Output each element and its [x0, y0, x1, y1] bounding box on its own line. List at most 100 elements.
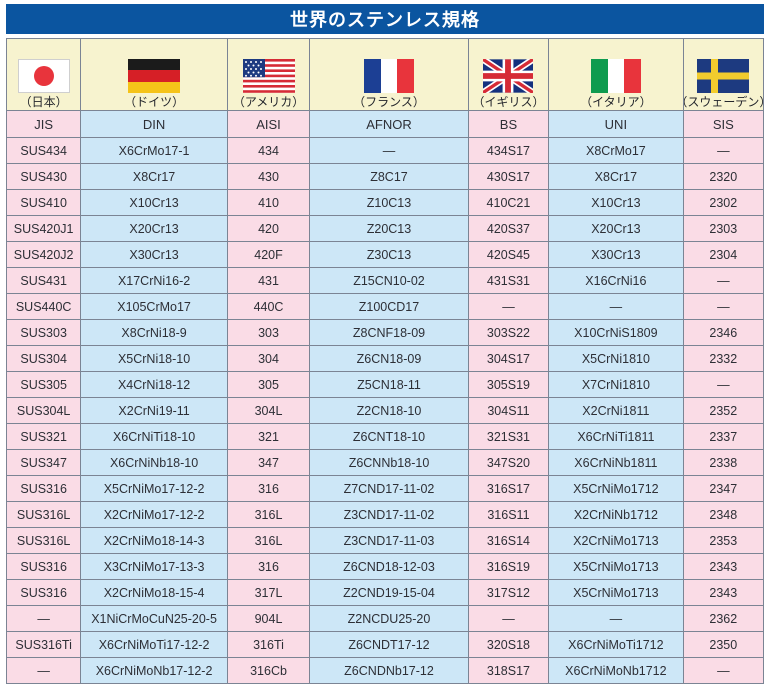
cell-bs: 316S17 [467, 475, 550, 502]
country-label: （フランス） [353, 95, 425, 109]
cell-afnor: Z15CN10-02 [309, 267, 469, 294]
table-row: SUS316L X2CrNiMo18-14-3 316L Z3CND17-11-03 3… [5, 527, 765, 554]
cell-din: X4CrNi18-12 [80, 371, 228, 398]
country-header-cell-1: （日本） [5, 38, 82, 111]
column-header-din: DIN [80, 110, 228, 138]
cell-uni: X5CrNiMo1712 [548, 475, 684, 502]
country-label: （スウェーデン） [684, 95, 762, 109]
column-header-jis: JIS [5, 110, 82, 138]
flag-italy-icon [590, 59, 641, 93]
cell-aisi: 347 [226, 449, 311, 476]
cell-afnor: Z6CND18-12-03 [309, 553, 469, 580]
cell-uni: X6CrNiMoTi1712 [548, 631, 684, 658]
cell-din: X6CrNiMoNb17-12-2 [80, 657, 228, 684]
table-row: SUS410 X10Cr13 410 Z10C13 410C21 X10Cr13 2302 [5, 189, 765, 216]
table-row: SUS420J2 X30Cr13 420F Z30C13 420S45 X30Cr13 23… [5, 241, 765, 268]
cell-jis: SUS420J1 [5, 215, 82, 242]
cell-bs: 304S17 [467, 345, 550, 372]
column-header-sis: SIS [682, 110, 765, 138]
cell-aisi: 303 [226, 319, 311, 346]
table-row: SUS303 X8CrNi18-9 303 Z8CNF18-09 303S22 X10Cr… [5, 319, 765, 346]
cell-sis: 2348 [682, 501, 765, 528]
cell-sis: 2343 [682, 553, 765, 580]
country-header-cell-6: （イタリア） [548, 38, 684, 111]
cell-din: X17CrNi16-2 [80, 267, 228, 294]
cell-din: X2CrNiMo18-15-4 [80, 579, 228, 606]
cell-aisi: 440C [226, 293, 311, 320]
cell-sis: 2337 [682, 423, 765, 450]
cell-jis: SUS303 [5, 319, 82, 346]
table-row: SUS321 X6CrNiTi18-10 321 Z6CNT18-10 321S31 X6… [5, 423, 765, 450]
cell-jis: SUS434 [5, 137, 82, 164]
cell-jis: SUS440C [5, 293, 82, 320]
cell-uni: X20Cr13 [548, 215, 684, 242]
cell-afnor: — [309, 137, 469, 164]
cell-bs: 321S31 [467, 423, 550, 450]
country-label: （ドイツ） [124, 95, 185, 109]
cell-uni: X2CrNiNb1712 [548, 501, 684, 528]
cell-din: X2CrNi19-11 [80, 397, 228, 424]
country-header-cell-2: （ドイツ） [80, 38, 228, 111]
flag-france-icon [363, 59, 414, 93]
cell-aisi: 904L [226, 605, 311, 632]
cell-uni: X6CrNiMoNb1712 [548, 657, 684, 684]
cell-bs: 434S17 [467, 137, 550, 164]
cell-din: X3CrNiMo17-13-3 [80, 553, 228, 580]
cell-sis: 2303 [682, 215, 765, 242]
cell-jis: SUS316 [5, 553, 82, 580]
cell-uni: X2CrNi1811 [548, 397, 684, 424]
table-row: SUS430 X8Cr17 430 Z8C17 430S17 X8Cr17 2320 [5, 163, 765, 190]
cell-afnor: Z5CN18-11 [309, 371, 469, 398]
country-flag-header-row: （日本） （ドイツ） （アメリカ） （フランス） （イギリス） （イタリア） （スウェーデン… [5, 38, 765, 111]
cell-aisi: 321 [226, 423, 311, 450]
cell-aisi: 316Ti [226, 631, 311, 658]
cell-aisi: 431 [226, 267, 311, 294]
cell-uni: X5CrNiMo1713 [548, 579, 684, 606]
cell-sis: 2362 [682, 605, 765, 632]
cell-jis: SUS316L [5, 501, 82, 528]
cell-afnor: Z8C17 [309, 163, 469, 190]
cell-jis: SUS304L [5, 397, 82, 424]
cell-jis: SUS430 [5, 163, 82, 190]
country-label: （日本） [19, 95, 68, 109]
cell-aisi: 316L [226, 527, 311, 554]
cell-uni: X10Cr13 [548, 189, 684, 216]
cell-uni: X6CrNiTi1811 [548, 423, 684, 450]
table-row: SUS347 X6CrNiNb18-10 347 Z6CNNb18-10 347S20 X… [5, 449, 765, 476]
country-header-cell-5: （イギリス） [467, 38, 550, 111]
cell-sis: 2332 [682, 345, 765, 372]
table-row: SUS420J1 X20Cr13 420 Z20C13 420S37 X20Cr13 230… [5, 215, 765, 242]
cell-bs: 304S11 [467, 397, 550, 424]
cell-aisi: 316L [226, 501, 311, 528]
table-row: SUS431 X17CrNi16-2 431 Z15CN10-02 431S31 X16C… [5, 267, 765, 294]
cell-bs: 317S12 [467, 579, 550, 606]
table-row: SUS440C X105CrMo17 440C Z100CD17— — — [5, 293, 765, 320]
cell-sis: 2302 [682, 189, 765, 216]
cell-jis: SUS316 [5, 579, 82, 606]
cell-afnor: Z2NCDU25-20 [309, 605, 469, 632]
cell-bs: 316S11 [467, 501, 550, 528]
cell-sis: 2338 [682, 449, 765, 476]
cell-bs: 316S14 [467, 527, 550, 554]
cell-aisi: 304L [226, 397, 311, 424]
cell-uni: — [548, 605, 684, 632]
cell-jis: — [5, 605, 82, 632]
cell-uni: X8CrMo17 [548, 137, 684, 164]
cell-din: X10Cr13 [80, 189, 228, 216]
cell-sis: 2353 [682, 527, 765, 554]
cell-afnor: Z6CN18-09 [309, 345, 469, 372]
cell-sis: 2304 [682, 241, 765, 268]
cell-jis: — [5, 657, 82, 684]
cell-din: X6CrNiMoTi17-12-2 [80, 631, 228, 658]
cell-sis: — [682, 657, 765, 684]
cell-bs: — [467, 293, 550, 320]
cell-afnor: Z6CNT18-10 [309, 423, 469, 450]
cell-sis: 2320 [682, 163, 765, 190]
flag-usa-icon [242, 59, 295, 93]
cell-sis: 2347 [682, 475, 765, 502]
column-header-afnor: AFNOR [309, 110, 469, 138]
cell-aisi: 316 [226, 553, 311, 580]
cell-aisi: 305 [226, 371, 311, 398]
cell-jis: SUS321 [5, 423, 82, 450]
cell-sis: — [682, 137, 765, 164]
